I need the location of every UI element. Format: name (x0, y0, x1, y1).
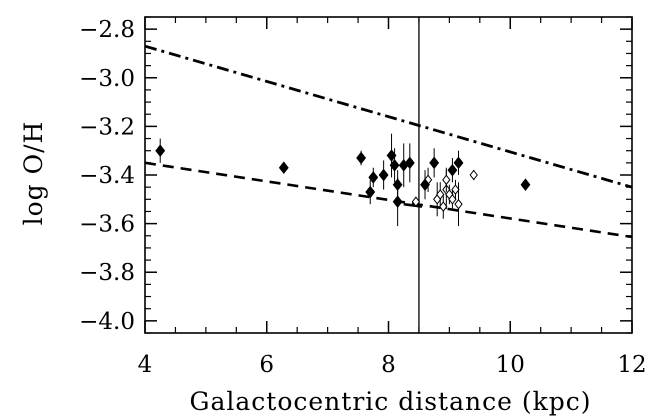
x-tick-label: 10 (496, 352, 525, 378)
y-tick-label: −3.8 (79, 260, 135, 286)
filled-diamond-point (365, 185, 376, 199)
x-tick-label: 6 (259, 352, 274, 378)
y-tick-label: −2.8 (79, 17, 135, 43)
y-tick-label: −3.2 (79, 114, 135, 140)
filled-diamond-point (392, 195, 403, 209)
open-diamond-point (436, 189, 445, 200)
x-tick-label: 4 (138, 352, 153, 378)
open-diamond-point (439, 201, 448, 212)
filled-diamond-point (368, 171, 379, 184)
axis-ticks (144, 16, 633, 334)
filled-diamond-point (356, 151, 367, 165)
filled-diamond-point (453, 156, 464, 170)
x-axis-title: Galactocentric distance (kpc) (190, 387, 592, 416)
filled-diamond-point (429, 156, 440, 170)
filled-diamond-point (447, 163, 458, 177)
filled-diamond-point (155, 144, 166, 158)
tick-labels: 4 6 8 10 12 −2.8 −3.0 −3.2 −3.4 −3.6 −3.8 −4.0 (79, 17, 647, 378)
dash-dot-fit-line (145, 44, 632, 189)
open-diamond-point (454, 198, 463, 210)
y-tick-label: −3.0 (79, 66, 135, 92)
open-diamond-point (448, 193, 457, 205)
filled-diamond-point (404, 156, 415, 170)
y-axis-title: log O/H (19, 121, 48, 226)
dashed-fit-line (145, 161, 632, 239)
open-diamond-point (469, 169, 478, 181)
y-tick-label: −4.0 (79, 309, 135, 335)
y-tick-label: −3.4 (79, 163, 135, 189)
open-diamond-point (451, 184, 460, 195)
x-tick-label: 8 (381, 352, 396, 378)
x-tick-label: 12 (617, 352, 646, 378)
filled-diamond-point (420, 178, 430, 192)
filled-diamond-point (278, 161, 289, 175)
y-tick-label: −3.6 (79, 212, 135, 238)
open-diamond-point (442, 174, 451, 186)
filled-diamond-point (520, 178, 531, 192)
data-points (155, 133, 531, 227)
open-diamond-point (411, 196, 421, 208)
filled-diamond-point (378, 168, 389, 182)
filled-diamond-point (389, 158, 400, 172)
fit-lines (145, 44, 632, 239)
